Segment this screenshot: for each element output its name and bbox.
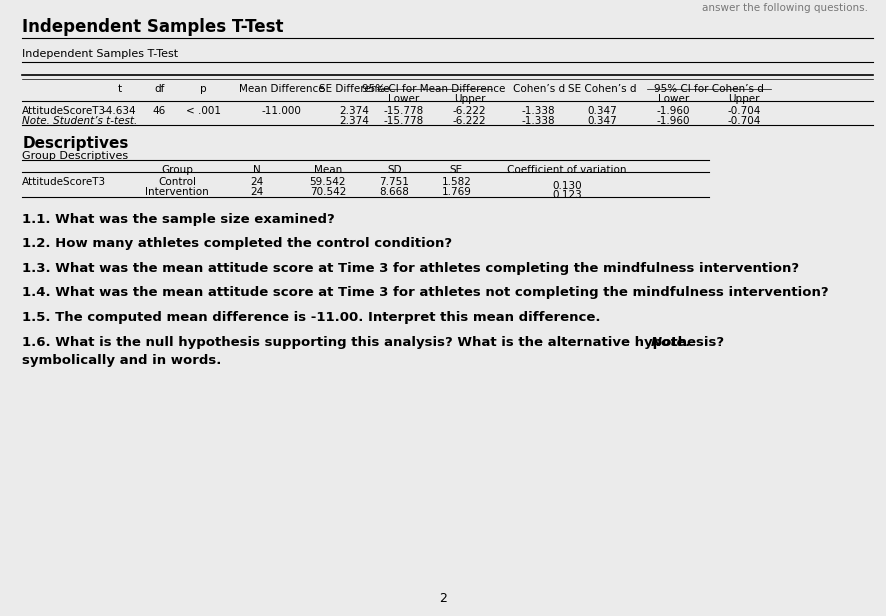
Text: 70.542: 70.542 (309, 187, 346, 197)
Text: -1.338: -1.338 (522, 106, 556, 116)
Text: Lower: Lower (657, 94, 689, 103)
Text: -4.634: -4.634 (103, 106, 136, 116)
Text: -15.778: -15.778 (383, 106, 424, 116)
Text: 2.374: 2.374 (339, 106, 369, 116)
Text: 1.5. The computed mean difference is -11.00. Interpret this mean difference.: 1.5. The computed mean difference is -11… (22, 311, 601, 324)
Text: 1.2. How many athletes completed the control condition?: 1.2. How many athletes completed the con… (22, 237, 452, 250)
Text: 1.582: 1.582 (441, 177, 471, 187)
Text: 0.123: 0.123 (552, 190, 582, 200)
Text: Upper: Upper (454, 94, 486, 103)
Text: answer the following questions.: answer the following questions. (703, 3, 868, 13)
Text: Coefficient of variation: Coefficient of variation (508, 165, 626, 175)
Text: -6.222: -6.222 (453, 106, 486, 116)
Text: 24: 24 (251, 187, 263, 197)
Text: -0.704: -0.704 (727, 106, 761, 116)
Text: Independent Samples T-Test: Independent Samples T-Test (22, 49, 178, 59)
Text: 1.4. What was the mean attitude score at Time 3 for athletes not completing the : 1.4. What was the mean attitude score at… (22, 286, 828, 299)
Text: Cohen’s d: Cohen’s d (513, 84, 564, 94)
Text: 95% CI for Cohen’s d: 95% CI for Cohen’s d (654, 84, 764, 94)
Text: 0.130: 0.130 (552, 181, 582, 191)
Text: 1.3. What was the mean attitude score at Time 3 for athletes completing the mind: 1.3. What was the mean attitude score at… (22, 262, 799, 275)
Text: -6.222: -6.222 (453, 116, 486, 126)
Text: 46: 46 (153, 106, 166, 116)
Text: 7.751: 7.751 (379, 177, 409, 187)
Text: AttitudeScoreT3: AttitudeScoreT3 (22, 177, 106, 187)
Text: -1.338: -1.338 (522, 116, 556, 126)
Text: symbolically and in words.: symbolically and in words. (22, 354, 222, 367)
Text: SD: SD (387, 165, 401, 175)
Text: -1.960: -1.960 (657, 116, 690, 126)
Text: -0.704: -0.704 (727, 116, 761, 126)
Text: -1.960: -1.960 (657, 106, 690, 116)
Text: SE: SE (450, 165, 462, 175)
Text: 95% CI for Mean Difference: 95% CI for Mean Difference (362, 84, 506, 94)
Text: 59.542: 59.542 (309, 177, 346, 187)
Text: -11.000: -11.000 (261, 106, 302, 116)
Text: Mean Difference: Mean Difference (239, 84, 324, 94)
Text: < .001: < .001 (186, 106, 222, 116)
Text: Note.: Note. (651, 336, 692, 349)
Text: Lower: Lower (387, 94, 419, 103)
Text: t: t (118, 84, 121, 94)
Text: N: N (253, 165, 260, 175)
Text: 8.668: 8.668 (379, 187, 409, 197)
Text: 2: 2 (439, 592, 447, 605)
Text: Group: Group (161, 165, 193, 175)
Text: 1.6. What is the null hypothesis supporting this analysis? What is the alternati: 1.6. What is the null hypothesis support… (22, 336, 729, 349)
Text: SE Cohen’s d: SE Cohen’s d (568, 84, 637, 94)
Text: Note. Student’s t-test.: Note. Student’s t-test. (22, 116, 137, 126)
Text: 2.374: 2.374 (339, 116, 369, 126)
Text: 0.347: 0.347 (587, 116, 618, 126)
Text: Control: Control (159, 177, 196, 187)
Text: Independent Samples T-Test: Independent Samples T-Test (22, 18, 284, 36)
Text: df: df (154, 84, 165, 94)
Text: AttitudeScoreT3: AttitudeScoreT3 (22, 106, 106, 116)
Text: p: p (200, 84, 207, 94)
Text: 24: 24 (251, 177, 263, 187)
Text: Group Descriptives: Group Descriptives (22, 151, 128, 161)
Text: SE Difference: SE Difference (319, 84, 390, 94)
Text: Intervention: Intervention (145, 187, 209, 197)
Text: -15.778: -15.778 (383, 116, 424, 126)
Text: Descriptives: Descriptives (22, 136, 128, 150)
Text: 1.769: 1.769 (441, 187, 471, 197)
Text: Mean: Mean (314, 165, 342, 175)
Text: 0.347: 0.347 (587, 106, 618, 116)
Text: Upper: Upper (728, 94, 760, 103)
Text: 1.1. What was the sample size examined?: 1.1. What was the sample size examined? (22, 213, 335, 225)
